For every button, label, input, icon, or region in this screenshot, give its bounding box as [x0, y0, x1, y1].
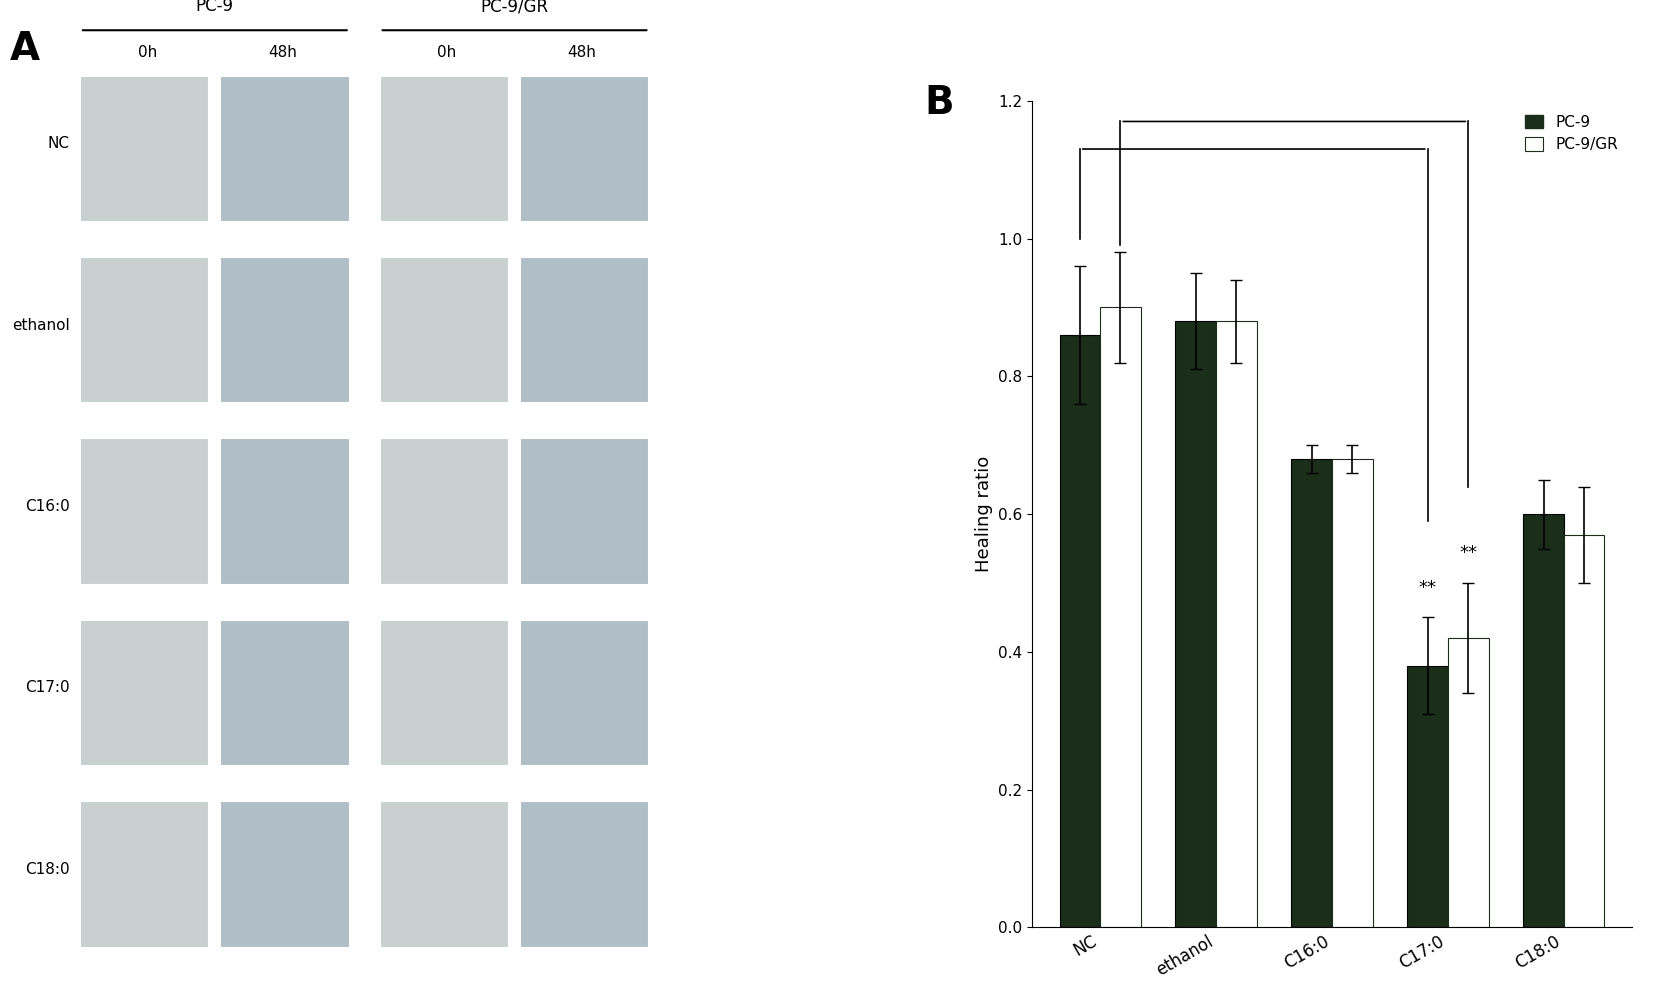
Text: C16:0: C16:0 [25, 499, 70, 514]
Bar [379, 801, 509, 948]
Text: B: B [924, 85, 953, 122]
Bar [1100, 307, 1140, 927]
Bar [1215, 322, 1256, 927]
Text: C17:0: C17:0 [25, 680, 70, 696]
Text: **: ** [1458, 544, 1476, 562]
Text: PC-9: PC-9 [196, 0, 233, 15]
Bar [220, 76, 349, 222]
Bar [379, 620, 509, 766]
Text: **: ** [1418, 579, 1436, 597]
Bar [379, 76, 509, 222]
Bar [80, 801, 210, 948]
Bar [220, 438, 349, 585]
Text: 0h: 0h [138, 45, 156, 60]
Text: 48h: 48h [567, 45, 596, 60]
Text: PC-9/GR: PC-9/GR [481, 0, 547, 15]
Text: ethanol: ethanol [12, 318, 70, 333]
Bar [519, 620, 649, 766]
Y-axis label: Healing ratio: Healing ratio [973, 456, 992, 573]
Bar [1058, 335, 1100, 927]
Bar [1448, 638, 1488, 927]
Text: C18:0: C18:0 [25, 862, 70, 877]
Text: A: A [10, 30, 40, 69]
Bar [519, 257, 649, 403]
Bar [80, 438, 210, 585]
Bar [519, 76, 649, 222]
Bar [1523, 514, 1562, 927]
Text: 0h: 0h [438, 45, 456, 60]
Bar [220, 257, 349, 403]
Bar [220, 801, 349, 948]
Bar [1406, 665, 1448, 927]
Bar [80, 620, 210, 766]
Bar [1291, 459, 1331, 927]
Bar [220, 620, 349, 766]
Text: 48h: 48h [268, 45, 296, 60]
Bar [379, 257, 509, 403]
Legend: PC-9, PC-9/GR: PC-9, PC-9/GR [1518, 109, 1622, 158]
Bar [379, 438, 509, 585]
Bar [80, 257, 210, 403]
Bar [519, 801, 649, 948]
Bar [1562, 535, 1604, 927]
Text: NC: NC [48, 136, 70, 151]
Bar [80, 76, 210, 222]
Bar [1175, 322, 1215, 927]
Bar [1331, 459, 1371, 927]
Bar [519, 438, 649, 585]
